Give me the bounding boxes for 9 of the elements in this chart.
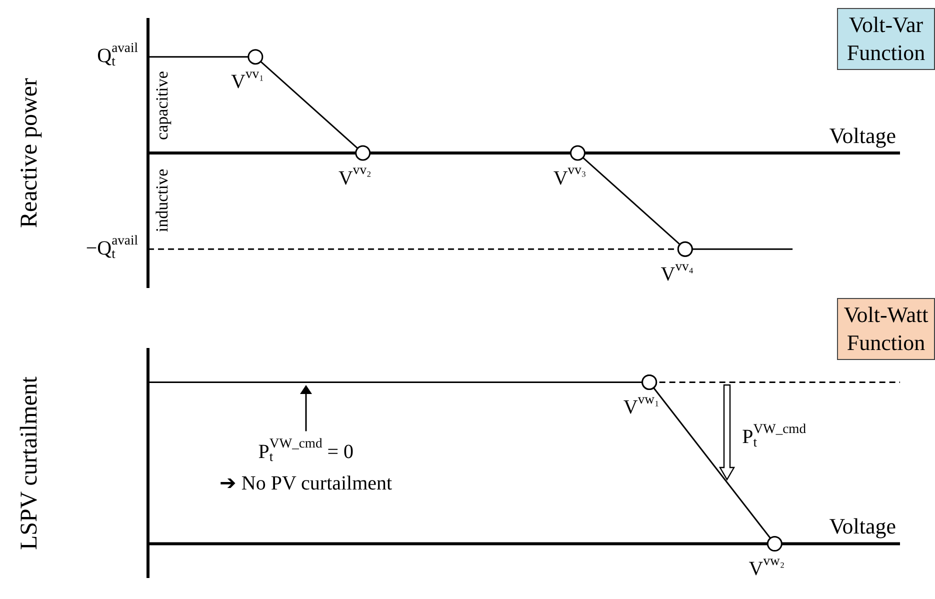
y-axis-title: Reactive power [16, 78, 42, 228]
chart-title: Volt-Watt Function [837, 298, 935, 360]
annotation: ➔ No PV curtailment [219, 472, 393, 494]
y-axis-title: LSPV curtailment [16, 376, 42, 550]
annotation: capacitive [152, 71, 172, 140]
x-axis-title: Voltage [829, 122, 896, 148]
annotation: inductive [152, 168, 172, 232]
x-axis-title: Voltage [829, 514, 896, 539]
chart-title: Volt-Var Function [837, 8, 935, 70]
